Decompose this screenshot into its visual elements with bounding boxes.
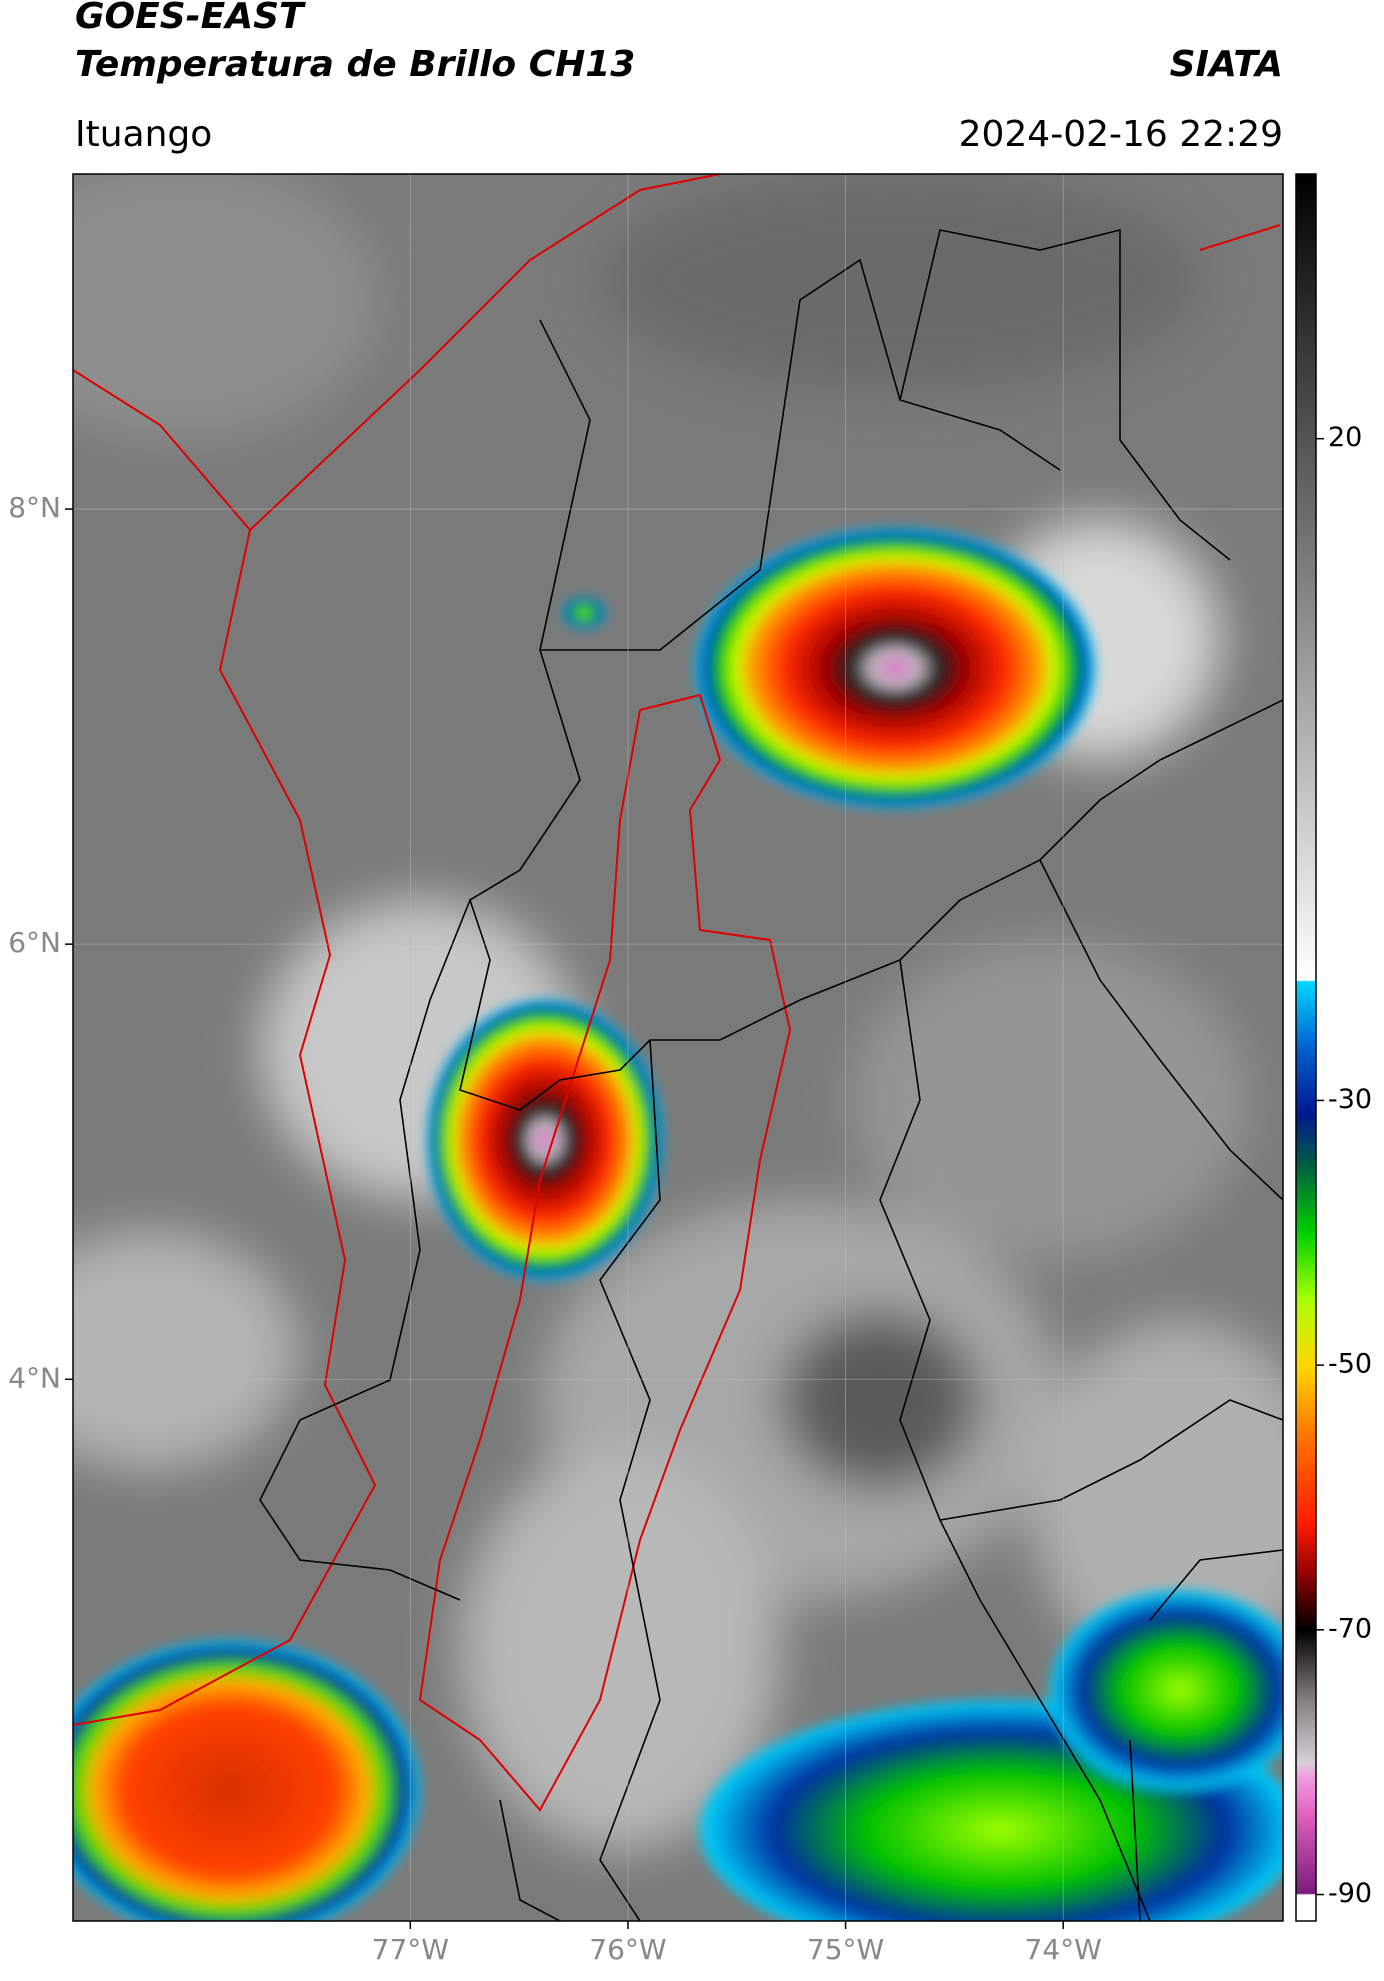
colorbar-segment [1296,1431,1316,1525]
x-tick-label: 74°W [1025,1933,1102,1966]
colorbar-segment [1296,1047,1316,1115]
colorbar-segment [1296,980,1316,982]
source: SIATA [1170,44,1283,85]
y-tick-label: 4°N [8,1361,61,1394]
y-tick-label: 6°N [8,926,61,959]
colorbar-tick-label: 20 [1328,422,1362,453]
colorbar-segment [1296,1576,1316,1631]
x-tick-label: 76°W [589,1933,666,1966]
y-tick-label: 8°N [8,491,61,524]
colorbar-segment [1296,1113,1316,1168]
colorbar-segment [1296,1696,1316,1763]
colorbar-segment [1296,1166,1316,1234]
datetime: 2024-02-16 22:29 [959,114,1283,155]
colorbar-segment [1296,1523,1316,1578]
subtitle: Temperatura de Brillo CH13 [75,44,635,85]
colorbar-segment [1296,1298,1316,1366]
x-tick-label: 75°W [807,1933,884,1966]
colorbar-segment [1296,174,1316,981]
colorbar-tick-label: -50 [1328,1349,1372,1380]
location: Ituango [75,114,212,155]
title: GOES-EAST [75,0,306,37]
colorbar-segment [1296,1365,1316,1432]
satellite-image [73,174,1283,1921]
colorbar-tick-label: -90 [1328,1878,1372,1909]
colorbar-segment [1296,1815,1316,1894]
map-frame [72,173,1284,1922]
colorbar-frame [1295,173,1317,1922]
colorbar-tick-label: -30 [1328,1084,1372,1115]
colorbar-segment [1296,1893,1316,1896]
colorbar-segment [1296,981,1316,1048]
colorbar-segment [1296,1762,1316,1776]
colorbar-segment [1296,1894,1316,1922]
colorbar-tick-label: -70 [1328,1613,1372,1644]
colorbar-segment [1296,1775,1316,1816]
x-tick-label: 77°W [372,1933,449,1966]
colorbar-segment [1296,1232,1316,1300]
colorbar-segment [1296,1629,1316,1697]
